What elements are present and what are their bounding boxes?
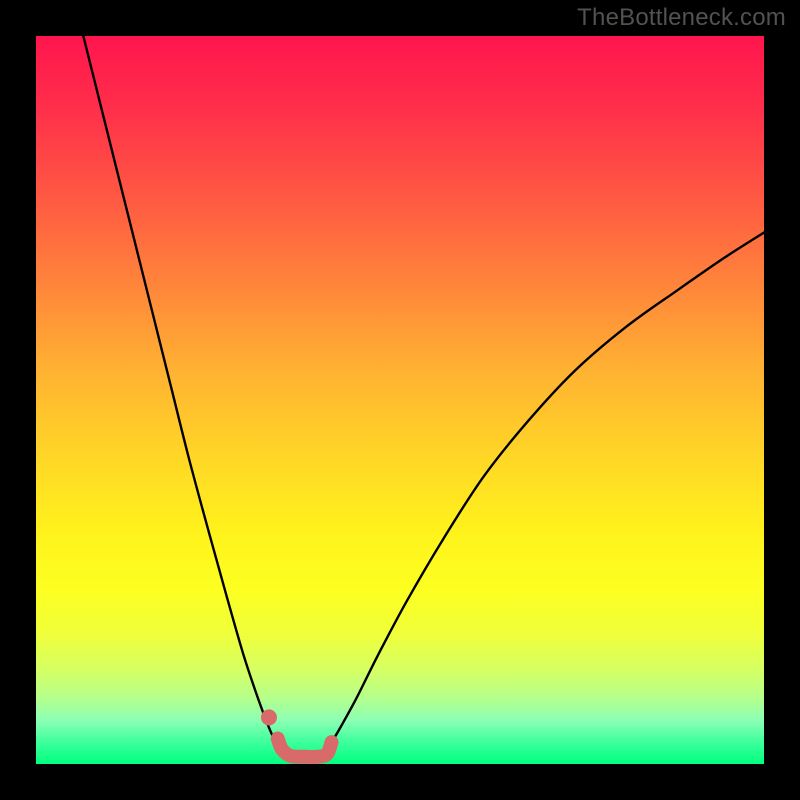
curves-layer: [36, 36, 764, 764]
plot-area: [36, 36, 764, 764]
floor-segment: [278, 739, 332, 757]
chart-frame: TheBottleneck.com: [0, 0, 800, 800]
left-curve: [83, 36, 276, 744]
watermark-label: TheBottleneck.com: [577, 4, 786, 32]
floor-dot: [261, 709, 277, 725]
right-curve: [331, 233, 764, 744]
